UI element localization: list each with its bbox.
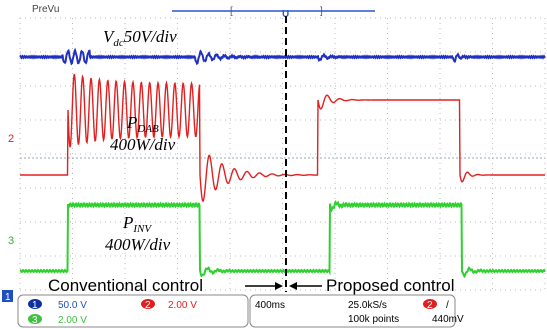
proposed-label: Proposed control: [326, 276, 455, 295]
ch1-scale: 50.0 V: [58, 300, 87, 311]
channel-panel: [18, 295, 248, 327]
record-length: 100k points: [348, 314, 399, 325]
oscilloscope-screen: PreVu [ ] U Vdc50V/div PDAB 400W/div PIN…: [0, 0, 547, 329]
trigger-source: 2: [427, 300, 433, 311]
pinv-scale: 400W/div: [105, 235, 171, 254]
ch2-id: 2: [145, 300, 151, 311]
trigger-level: 440mV: [432, 314, 464, 325]
conventional-label: Conventional control: [48, 276, 203, 295]
pdab-scale: 400W/div: [110, 135, 176, 154]
ch2-marker: 2: [8, 133, 14, 145]
trigger-slope: /: [446, 300, 449, 311]
ch1-id: 1: [32, 300, 38, 311]
ch2-scale: 2.00 V: [168, 300, 197, 311]
mode-label: PreVu: [32, 4, 59, 15]
ch3-id: 3: [32, 315, 38, 326]
ch3-marker: 3: [8, 235, 14, 247]
sample-rate: 25.0kS/s: [348, 300, 387, 311]
ch1-marker: 1: [5, 292, 11, 303]
timebase: 400ms: [255, 300, 285, 311]
ch3-scale: 2.00 V: [58, 315, 87, 326]
bracket: [: [230, 6, 233, 17]
bracket: ]: [320, 6, 323, 17]
